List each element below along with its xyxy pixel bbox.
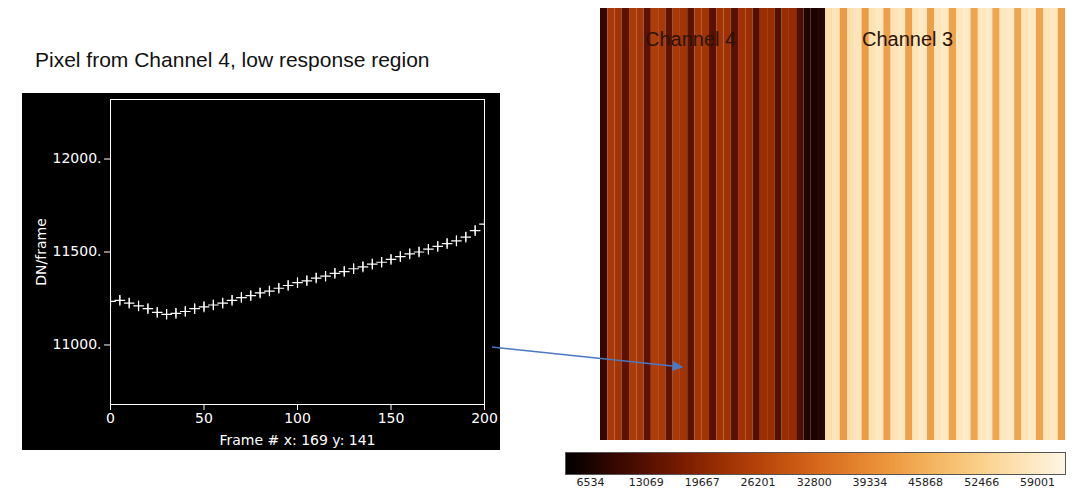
html-text:Channel 3: Channel 3	[862, 28, 954, 50]
svg-text:50: 50	[195, 410, 213, 426]
svg-text:12000.: 12000.	[53, 150, 102, 166]
svg-text:19667: 19667	[685, 476, 720, 489]
html-text:Channel 4: Channel 4	[645, 28, 737, 50]
svg-text:11500.: 11500.	[53, 243, 102, 259]
svg-text:100: 100	[284, 410, 311, 426]
svg-text:32800: 32800	[797, 476, 832, 489]
svg-text:150: 150	[378, 410, 405, 426]
svg-text:26201: 26201	[741, 476, 776, 489]
svg-text:11000.: 11000.	[53, 336, 102, 352]
svg-text:52466: 52466	[964, 476, 999, 489]
svg-text:6534: 6534	[576, 476, 604, 489]
svg-text:Frame # x: 169 y: 141: Frame # x: 169 y: 141	[219, 432, 375, 448]
html-text:Pixel from Channel 4, low resp: Pixel from Channel 4, low response regio…	[35, 48, 430, 71]
svg-text:59001: 59001	[1020, 476, 1055, 489]
svg-text:45868: 45868	[908, 476, 943, 489]
svg-text:DN/frame: DN/frame	[33, 218, 49, 285]
svg-text:0: 0	[106, 410, 115, 426]
svg-text:13069: 13069	[629, 476, 664, 489]
svg-text:200: 200	[471, 410, 498, 426]
svg-text:39334: 39334	[852, 476, 887, 489]
